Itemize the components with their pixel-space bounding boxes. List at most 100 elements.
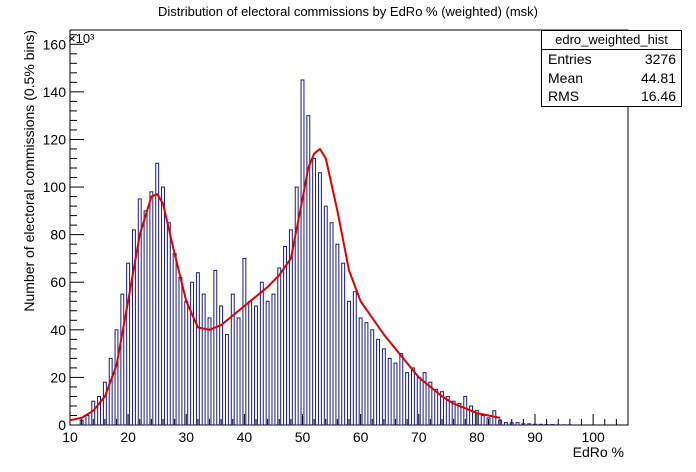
histogram-bin — [352, 291, 357, 426]
histogram-bin — [248, 300, 253, 426]
histogram-bin — [91, 400, 96, 426]
histogram-bin — [172, 253, 177, 426]
histogram-bin — [434, 388, 439, 426]
histogram-bin — [306, 115, 311, 426]
histogram-bin — [486, 417, 491, 426]
x-tick-label: 30 — [178, 429, 194, 445]
histogram-bin — [114, 329, 119, 426]
histogram-bin — [469, 405, 474, 426]
histogram-bin — [259, 281, 264, 426]
histogram-bin — [474, 410, 479, 426]
histogram-bin — [312, 157, 317, 426]
histogram-bin — [440, 391, 444, 426]
histogram-bin — [341, 262, 346, 426]
histogram-bin — [178, 276, 183, 426]
histogram-bin — [399, 353, 404, 426]
y-tick-label: 160 — [43, 36, 67, 52]
histogram-bin — [370, 329, 375, 426]
histogram-bin — [224, 334, 229, 426]
stats-label: Entries — [548, 51, 592, 67]
histogram-bin — [515, 422, 520, 426]
histogram-bin — [131, 229, 136, 426]
fit-curve — [69, 148, 501, 422]
histogram-bin — [120, 293, 125, 426]
y-axis-label: Number of electoral commissions (0.5% bi… — [21, 30, 37, 312]
stats-row-entries: Entries 3276 — [542, 50, 681, 69]
histogram-bin — [410, 367, 415, 426]
x-axis-label: EdRo % — [573, 444, 624, 460]
histogram-bin — [521, 423, 526, 426]
histogram-bin — [509, 422, 514, 426]
histogram-bin — [254, 305, 258, 426]
x-tick-label: 50 — [295, 429, 311, 445]
stats-label: Mean — [548, 69, 584, 86]
stats-row-mean: Mean 44.81 — [542, 69, 681, 88]
y-tick-label: 60 — [50, 274, 66, 290]
histogram-bin — [137, 198, 142, 426]
histogram-bin — [347, 300, 351, 426]
x-tick-label: 40 — [237, 429, 253, 445]
histogram-bin — [538, 423, 543, 426]
histogram-bin — [265, 300, 270, 426]
histogram-bin — [283, 246, 288, 426]
histogram-bin — [102, 381, 107, 426]
histogram-bin — [143, 210, 148, 426]
histogram-bin — [463, 395, 468, 426]
stats-value: 3276 — [644, 51, 676, 67]
y-tick-label: 120 — [43, 131, 67, 147]
histogram-bin — [480, 414, 485, 426]
histogram-bin — [300, 79, 305, 426]
histogram-bin — [207, 317, 212, 426]
x-tick-label: 60 — [353, 429, 369, 445]
y-tick-label: 0 — [58, 417, 66, 433]
histogram-bin — [294, 186, 299, 426]
stats-box: edro_weighted_hist Entries 3276 Mean 44.… — [541, 30, 682, 107]
histogram-bin — [195, 272, 200, 426]
histogram-bin — [457, 403, 462, 426]
histogram-bin — [126, 262, 131, 426]
histogram-bin — [323, 205, 328, 426]
y-tick-label: 40 — [50, 322, 66, 338]
histogram-bin — [155, 162, 160, 426]
histogram-bin — [219, 305, 224, 426]
y-tick-label: 80 — [50, 227, 66, 243]
histogram-bin — [498, 419, 503, 426]
y-tick-label: 20 — [50, 369, 66, 385]
chart-title: Distribution of electoral commissions by… — [157, 4, 538, 19]
histogram-bin — [161, 186, 165, 426]
histogram-bin — [288, 229, 293, 426]
x-tick-label: 10 — [62, 429, 78, 445]
histogram-bin — [393, 362, 398, 426]
histogram-bin — [97, 395, 102, 426]
histogram-bin — [376, 338, 381, 426]
histogram-bin — [527, 423, 532, 426]
stats-box-name: edro_weighted_hist — [542, 31, 681, 50]
histogram-bin — [236, 317, 241, 426]
histogram-bin — [108, 357, 113, 426]
histogram-bin — [149, 191, 154, 426]
histogram-bin — [277, 267, 282, 426]
histogram-bin — [451, 400, 456, 426]
histogram-bin — [85, 414, 90, 426]
histogram-bin — [79, 419, 84, 426]
histogram-bin — [364, 322, 369, 426]
histogram-bin — [381, 348, 386, 426]
stats-value: 44.81 — [640, 69, 676, 86]
stats-label: RMS — [548, 88, 580, 104]
x-tick-label: 70 — [411, 429, 427, 445]
x-tick-label: 20 — [120, 429, 136, 445]
y-tick-label: 140 — [43, 84, 67, 100]
histogram-bin — [445, 395, 450, 426]
histogram-bin — [387, 357, 392, 426]
y-tick-label: 100 — [43, 179, 67, 195]
x-tick-label: 90 — [527, 429, 543, 445]
histogram-bin — [422, 372, 427, 426]
histogram-bin — [230, 293, 235, 426]
x-tick-label: 80 — [469, 429, 485, 445]
histogram-bin — [335, 243, 340, 426]
histogram-bin — [428, 381, 433, 426]
histogram-bin — [533, 423, 537, 426]
histogram-bin — [317, 172, 322, 426]
histogram-bin — [329, 222, 334, 426]
